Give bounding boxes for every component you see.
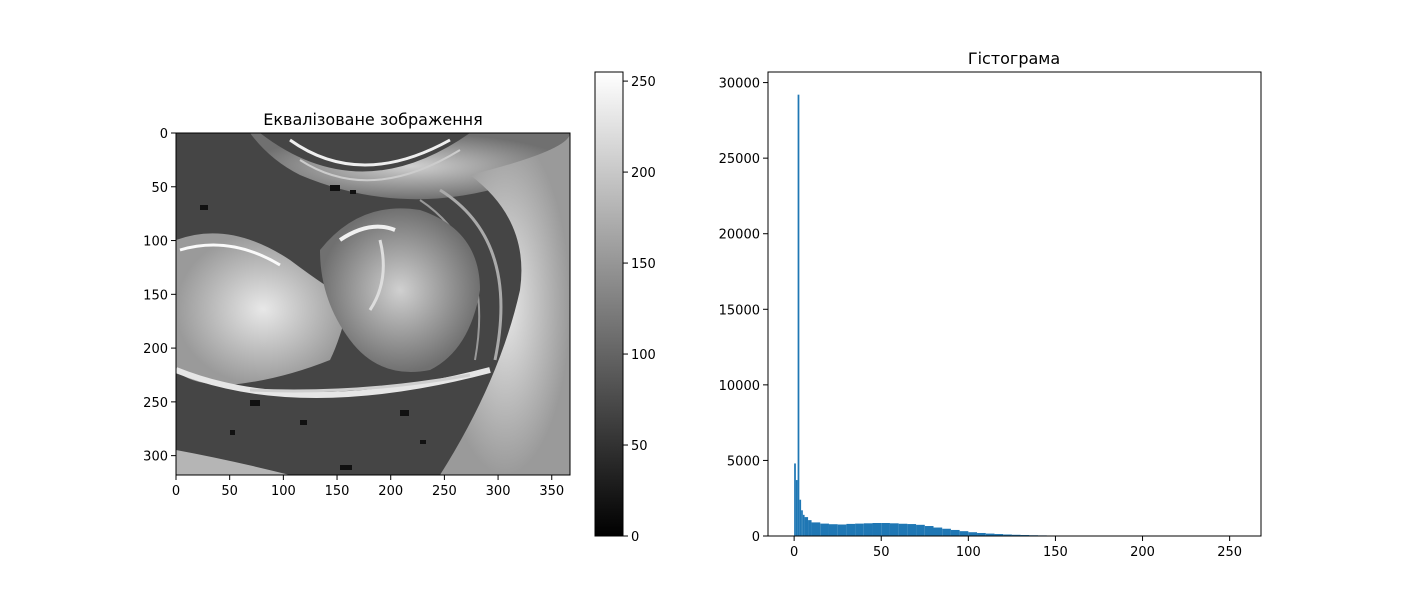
histogram-x-tick-label: 100 [956,545,981,560]
histogram-bar [863,523,873,536]
histogram-bar [802,514,805,536]
histogram-bar [872,523,882,536]
colorbar-tick-label: 50 [631,439,648,454]
histogram-bar [924,526,934,536]
histogram-x-axis: 0 50 100 150 200 250 [790,536,1242,560]
histogram-bar [898,523,908,536]
histogram-y-tick-label: 10000 [719,379,760,394]
histogram-bar [804,517,809,536]
histogram-bar [950,529,960,536]
histogram-y-tick-label: 15000 [719,303,760,318]
histogram-bar [794,463,796,536]
image-title: Еквалізоване зображення [263,110,483,129]
image-y-tick-label: 150 [143,288,168,303]
histogram-y-tick-label: 5000 [727,454,760,469]
histogram-x-tick-label: 150 [1043,545,1068,560]
image-x-tick-label: 350 [539,484,564,499]
histogram-y-tick-label: 25000 [719,152,760,167]
histogram-bar [828,524,838,536]
histogram-y-axis: 0 5000 10000 15000 20000 25000 30000 [719,77,768,545]
histogram-bars [794,94,1241,536]
histogram-bar [799,499,802,536]
image-y-tick-label: 250 [143,396,168,411]
image-x-tick-label: 250 [432,484,457,499]
histogram-bar [1011,534,1021,536]
colorbar-gradient [594,71,624,537]
histogram-bar [968,532,978,536]
colorbar-tick-label: 0 [631,530,639,545]
histogram-y-tick-label: 20000 [719,228,760,243]
histogram-y-tick-label: 30000 [719,77,760,92]
histogram-bar [795,480,798,536]
histogram-bar [808,520,812,536]
colorbar-tick-label: 200 [631,166,656,181]
histogram-x-tick-label: 0 [790,545,798,560]
histogram-title: Гістограма [968,49,1060,68]
histogram-bar [801,510,803,536]
histogram-bar [811,522,821,536]
histogram-bar [994,534,1004,536]
image-x-tick-label: 300 [486,484,511,499]
colorbar-tick-label: 100 [631,348,656,363]
histogram-x-tick-label: 50 [873,545,890,560]
histogram-y-tick-label: 0 [752,530,760,545]
colorbar: 0 50 100 150 200 250 [594,71,656,545]
colorbar-tick-label: 250 [631,75,656,90]
histogram-bar [959,531,969,536]
histogram-bar [1003,534,1012,536]
image-y-tick-label: 300 [143,450,168,465]
colorbar-tick-label: 150 [631,257,656,272]
histogram-bar [881,523,890,536]
image-x-tick-label: 50 [221,484,238,499]
image-y-axis: 0 50 100 150 200 250 300 [143,127,176,465]
histogram-bar [916,524,925,536]
histogram-frame [767,71,1262,537]
colorbar-axis: 0 50 100 150 200 250 [623,75,656,545]
image-y-tick-label: 100 [143,235,168,250]
image-x-tick-label: 100 [271,484,296,499]
image-x-tick-label: 0 [172,484,180,499]
histogram-bar [889,523,899,536]
histogram-subplot: Гістограма 0 50 100 150 200 250 0 5000 10000 150… [719,49,1262,560]
histogram-bar [797,94,800,536]
image-x-tick-label: 150 [325,484,350,499]
image-y-tick-label: 0 [160,127,168,142]
image-x-axis: 0 50 100 150 200 250 300 350 [172,475,564,499]
image-y-tick-label: 50 [151,181,168,196]
histogram-bar [846,523,856,536]
ultrasound-image [175,132,571,476]
histogram-x-tick-label: 200 [1130,545,1155,560]
histogram-bar [977,532,986,536]
image-subplot: Еквалізоване зображення [143,110,571,499]
histogram-bar [820,523,829,536]
histogram-bar [942,528,951,536]
histogram-bar [985,533,995,536]
histogram-bar [933,527,943,536]
image-x-tick-label: 200 [378,484,403,499]
histogram-x-tick-label: 250 [1217,545,1242,560]
histogram-bar [837,524,847,536]
histogram-bar [855,523,864,536]
image-y-tick-label: 200 [143,342,168,357]
histogram-bar [907,524,917,536]
